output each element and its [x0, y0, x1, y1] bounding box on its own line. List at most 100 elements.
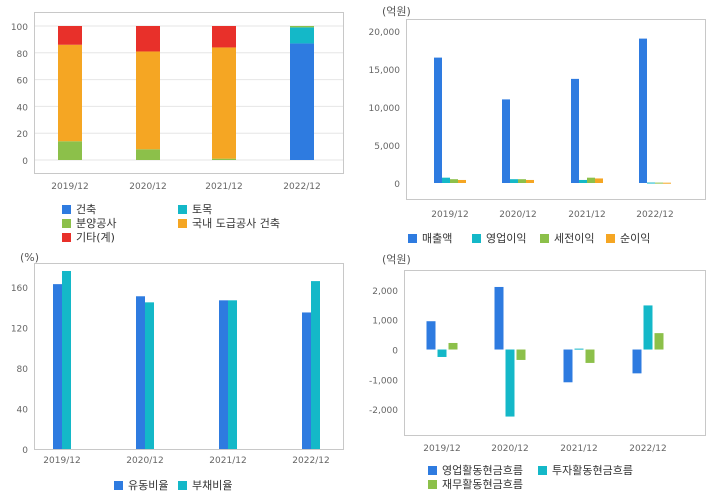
bar — [505, 349, 515, 417]
y-tick-label: 15,000 — [369, 66, 401, 76]
revenue-mix-chart: 0 20 40 60 80 100 2019/12 2020/12 2021/12 2022/12… — [0, 0, 360, 248]
x-tick-label: 2019/12 — [43, 456, 80, 466]
bar — [434, 57, 442, 183]
bar-segment — [136, 149, 160, 160]
y-tick-label: 100 — [11, 23, 28, 33]
legend-item[interactable]: 국내 도급공사 건축 — [178, 215, 280, 231]
legend-label: 영업이익 — [486, 232, 527, 245]
bar — [647, 182, 655, 184]
bar — [663, 182, 671, 184]
y-tick-label: 20 — [17, 130, 29, 140]
unit-label: (억원) — [382, 253, 411, 266]
bar — [643, 305, 653, 350]
bar-segment — [58, 26, 82, 45]
y-tick-label: 5,000 — [374, 142, 400, 152]
legend-item[interactable]: 투자활동현금흐름 — [538, 462, 633, 478]
bar — [311, 281, 320, 449]
bar — [655, 182, 663, 184]
x-tick-label: 2021/12 — [560, 444, 597, 454]
legend-item[interactable]: 토목 — [178, 201, 212, 217]
unit-label: (억원) — [382, 5, 411, 18]
bar — [587, 177, 595, 183]
bar-segment — [290, 26, 314, 28]
bar — [571, 78, 579, 183]
bar — [53, 284, 62, 449]
bar — [574, 348, 584, 350]
legend-label: 토목 — [192, 203, 213, 216]
cashflow-chart: (억원) -2,000 -1,000 0 1,000 2,000 2019/12 2020/… — [360, 248, 720, 496]
legend-item[interactable]: 분양공사 — [62, 215, 116, 231]
plot-frame — [404, 270, 706, 436]
y-tick-label: 1,000 — [372, 317, 398, 327]
bar — [502, 99, 510, 183]
bar — [494, 286, 504, 350]
bar-segment — [136, 51, 160, 150]
bar — [526, 179, 534, 183]
bar-segment — [290, 43, 314, 160]
bar — [219, 300, 228, 449]
x-tick-label: 2019/12 — [431, 210, 468, 220]
y-tick-label: 160 — [11, 284, 28, 294]
y-tick-label: 40 — [17, 406, 29, 416]
legend-item[interactable]: 세전이익 — [540, 230, 594, 246]
unit-label: (%) — [20, 251, 40, 264]
bar — [442, 177, 450, 183]
bar-segment — [136, 26, 160, 52]
legend-item[interactable]: 영업이익 — [472, 230, 526, 246]
bar — [595, 178, 603, 183]
legend-item[interactable]: 재무활동현금흐름 — [428, 476, 523, 492]
legend-item[interactable]: 부채비율 — [178, 477, 232, 493]
x-tick-label: 2020/12 — [491, 444, 528, 454]
x-tick-label: 2021/12 — [568, 210, 605, 220]
y-tick-label: 0 — [394, 180, 400, 190]
bar — [136, 296, 145, 449]
x-tick-label: 2022/12 — [629, 444, 666, 454]
legend-label: 국내 도급공사 건축 — [192, 217, 280, 230]
legend-label: 분양공사 — [76, 217, 117, 230]
bar-segment — [58, 44, 82, 142]
bar — [450, 179, 458, 183]
bar — [639, 38, 647, 183]
bar — [448, 342, 458, 350]
legend-item[interactable]: 유동비율 — [114, 477, 168, 493]
legend-label: 건축 — [76, 203, 97, 216]
bar — [654, 333, 664, 350]
bar — [518, 179, 526, 183]
legend-item[interactable]: 건축 — [62, 201, 96, 217]
legend-swatch — [538, 466, 547, 475]
cashflow-plot: -2,000 -1,000 0 1,000 2,000 2019/12 2020/12 202… — [369, 270, 706, 454]
bar — [458, 179, 466, 183]
legend-item[interactable]: 순이익 — [606, 230, 650, 246]
plot-frame — [406, 19, 706, 200]
x-tick-label: 2022/12 — [292, 456, 329, 466]
bar-segment — [290, 27, 314, 44]
y-tick-label: 60 — [17, 77, 29, 87]
legend-item[interactable]: 기타(계) — [62, 229, 115, 245]
legend-swatch — [178, 481, 187, 490]
ratio-chart: (%) 0 40 80 120 160 2019/12 2020/12 2021/12 2022… — [0, 248, 360, 496]
legend-swatch — [178, 205, 187, 214]
bar — [563, 349, 573, 383]
legend-item[interactable]: 영업활동현금흐름 — [428, 462, 523, 478]
y-tick-label: 0 — [22, 446, 28, 456]
x-tick-label: 2021/12 — [209, 456, 246, 466]
legend-label: 순이익 — [620, 232, 651, 245]
legend-label: 부채비율 — [192, 479, 233, 492]
legend-item[interactable]: 매출액 — [408, 230, 452, 246]
legend-swatch — [114, 481, 123, 490]
bar-segment — [212, 47, 236, 159]
legend-swatch — [62, 233, 71, 242]
y-tick-label: 10,000 — [369, 104, 401, 114]
bar — [632, 349, 642, 374]
x-tick-label: 2022/12 — [283, 182, 320, 192]
y-tick-label: 120 — [11, 325, 28, 335]
bar — [516, 349, 526, 360]
legend-label: 매출액 — [422, 232, 453, 245]
bar — [426, 321, 436, 350]
x-tick-label: 2019/12 — [423, 444, 460, 454]
y-tick-label: -1,000 — [369, 376, 398, 386]
plot-frame — [34, 263, 344, 450]
x-tick-label: 2022/12 — [636, 210, 673, 220]
x-tick-label: 2021/12 — [205, 182, 242, 192]
x-tick-label: 2020/12 — [126, 456, 163, 466]
